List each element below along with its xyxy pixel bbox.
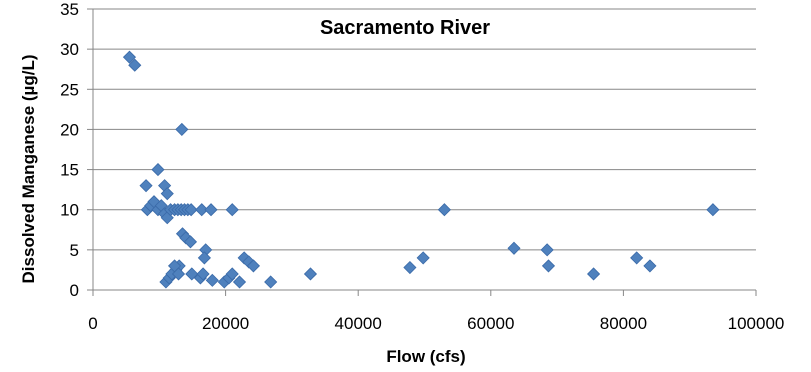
axes [87, 8, 757, 296]
y-tick-label: 0 [70, 281, 79, 300]
x-axis-title: Flow (cfs) [386, 347, 465, 366]
data-point [151, 163, 165, 177]
data-point [540, 243, 554, 257]
y-tick-label: 5 [70, 241, 79, 260]
data-point [139, 179, 153, 193]
data-point [225, 203, 239, 217]
data-point [197, 251, 211, 265]
data-point [541, 259, 556, 273]
x-tick-labels: 0 20000 40000 60000 80000 100000 [88, 314, 784, 333]
y-tick-label: 35 [60, 0, 79, 19]
y-tick-label: 20 [60, 120, 79, 139]
x-tick-label: 80000 [600, 314, 647, 333]
y-tick-label: 15 [60, 161, 79, 180]
data-point [437, 203, 451, 217]
data-point [196, 267, 210, 281]
data-point [184, 203, 198, 217]
data-point [160, 187, 174, 201]
chart-title: Sacramento River [320, 17, 490, 39]
data-point [232, 275, 247, 289]
data-point [246, 259, 261, 273]
data-point [204, 203, 218, 217]
data-point [630, 251, 644, 265]
y-tick-labels: 0 5 10 15 20 25 30 35 [60, 0, 79, 300]
x-tick-label: 100000 [728, 314, 785, 333]
data-point [507, 241, 521, 255]
data-point [122, 50, 137, 64]
data-point [185, 267, 199, 281]
data-point [175, 122, 189, 136]
data-point [171, 267, 186, 281]
x-tick-label: 20000 [202, 314, 249, 333]
y-tick-label: 10 [60, 201, 79, 220]
x-tick-label: 0 [88, 314, 97, 333]
x-tick-label: 40000 [335, 314, 382, 333]
data-point [643, 259, 657, 273]
y-axis-title: Dissolved Manganese (µg/L) [19, 55, 38, 284]
data-point [416, 251, 430, 265]
data-point [205, 273, 219, 287]
data-point [586, 267, 601, 281]
data-point [706, 203, 720, 217]
y-tick-label: 25 [60, 80, 79, 99]
data-points [122, 50, 720, 289]
data-point [225, 267, 239, 281]
x-tick-label: 60000 [467, 314, 514, 333]
data-point [303, 267, 318, 281]
data-point [237, 251, 251, 265]
data-point [403, 260, 417, 275]
data-point [128, 58, 142, 72]
y-tick-label: 30 [60, 40, 79, 59]
data-point [195, 203, 209, 217]
data-point [264, 275, 278, 289]
data-point [183, 235, 198, 249]
